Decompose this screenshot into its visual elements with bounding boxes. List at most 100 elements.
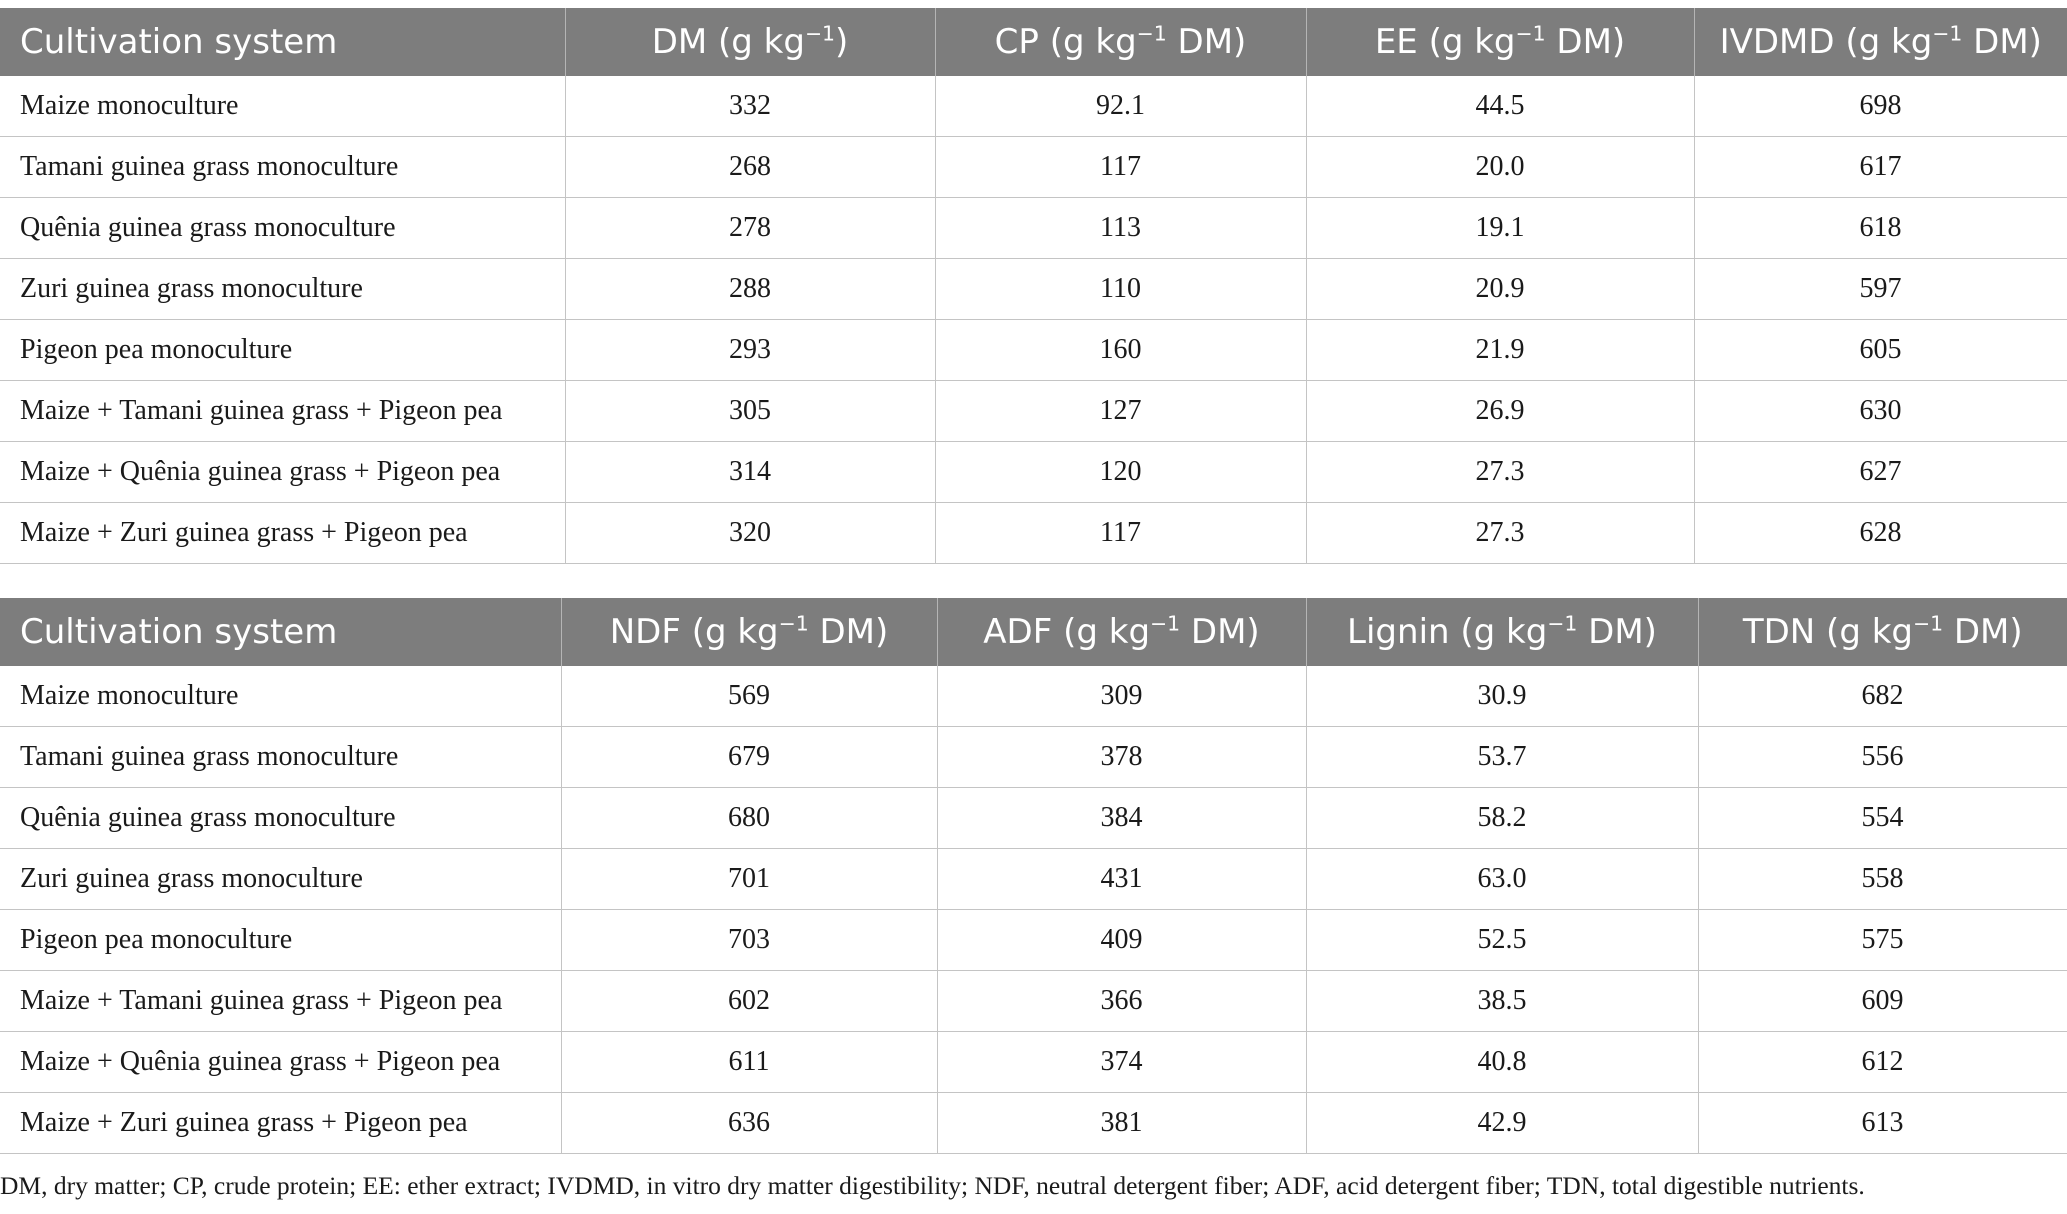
table-row: Quênia guinea grass monoculture 680 384 … [0, 787, 2067, 849]
table-cell: 63.0 [1305, 848, 1698, 910]
row-label: Tamani guinea grass monoculture [0, 136, 565, 198]
table-cell: 636 [560, 1092, 937, 1154]
table-row: Maize + Tamani guinea grass + Pigeon pea… [0, 970, 2067, 1032]
table-row: Maize + Tamani guinea grass + Pigeon pea… [0, 380, 2067, 442]
table-cell: 160 [934, 319, 1306, 381]
row-label: Maize + Tamani guinea grass + Pigeon pea [0, 970, 561, 1032]
unit-exponent: −1 [1547, 611, 1578, 636]
table-row: Maize + Quênia guinea grass + Pigeon pea… [0, 1031, 2067, 1093]
table-cell: 617 [1693, 136, 2067, 198]
table-cell: 554 [1697, 787, 2067, 849]
table-cell: 127 [934, 380, 1306, 442]
column-header: DM (g kg−1) [564, 8, 935, 76]
table-cell: 374 [936, 1031, 1306, 1093]
unit-exponent: −1 [778, 611, 809, 636]
table-cell: 38.5 [1305, 970, 1698, 1032]
table-cell: 21.9 [1305, 319, 1694, 381]
table-header-row: Cultivation system NDF (g kg−1 DM) ADF (… [0, 598, 2067, 666]
table-row: Pigeon pea monoculture 703 409 52.5 575 [0, 909, 2067, 971]
table-cell: 627 [1693, 441, 2067, 503]
table-cell: 27.3 [1305, 502, 1694, 564]
table-cell: 597 [1693, 258, 2067, 320]
table-cell: 612 [1697, 1031, 2067, 1093]
table-row: Tamani guinea grass monoculture 268 117 … [0, 136, 2067, 198]
table-cell: 27.3 [1305, 441, 1694, 503]
table-row: Maize + Zuri guinea grass + Pigeon pea 6… [0, 1092, 2067, 1154]
table-cell: 293 [564, 319, 935, 381]
table-cell: 366 [936, 970, 1306, 1032]
table-cell: 618 [1693, 197, 2067, 259]
row-label: Maize + Tamani guinea grass + Pigeon pea [0, 380, 565, 442]
table-row: Maize monoculture 569 309 30.9 682 [0, 666, 2067, 727]
table-cell: 384 [936, 787, 1306, 849]
table-cell: 53.7 [1305, 726, 1698, 788]
table-cell: 679 [560, 726, 937, 788]
table-cell: 320 [564, 502, 935, 564]
table-nutritive-composition: Cultivation system DM (g kg−1) CP (g kg−… [0, 8, 2067, 564]
row-label: Maize monoculture [0, 666, 561, 727]
table-cell: 409 [936, 909, 1306, 971]
unit-exponent: −1 [1515, 21, 1546, 46]
table-cell: 30.9 [1305, 666, 1698, 727]
table-cell: 332 [564, 76, 935, 137]
table-cell: 701 [560, 848, 937, 910]
column-header: Cultivation system [0, 598, 561, 666]
column-header: EE (g kg−1 DM) [1305, 8, 1694, 76]
table-row: Pigeon pea monoculture 293 160 21.9 605 [0, 319, 2067, 381]
table-cell: 309 [936, 666, 1306, 727]
row-label: Zuri guinea grass monoculture [0, 848, 561, 910]
column-header: IVDMD (g kg−1 DM) [1693, 8, 2067, 76]
row-label: Maize + Quênia guinea grass + Pigeon pea [0, 441, 565, 503]
table-cell: 44.5 [1305, 76, 1694, 137]
table-cell: 288 [564, 258, 935, 320]
column-header: Cultivation system [0, 8, 565, 76]
table-cell: 42.9 [1305, 1092, 1698, 1154]
table-cell: 381 [936, 1092, 1306, 1154]
table-cell: 278 [564, 197, 935, 259]
column-header: Lignin (g kg−1 DM) [1305, 598, 1698, 666]
table-cell: 378 [936, 726, 1306, 788]
table-cell: 117 [934, 502, 1306, 564]
table-cell: 613 [1697, 1092, 2067, 1154]
table-cell: 630 [1693, 380, 2067, 442]
unit-exponent: −1 [804, 21, 836, 46]
row-label: Pigeon pea monoculture [0, 909, 561, 971]
table-cell: 305 [564, 380, 935, 442]
table-row: Maize + Quênia guinea grass + Pigeon pea… [0, 441, 2067, 503]
table-cell: 680 [560, 787, 937, 849]
table-cell: 628 [1693, 502, 2067, 564]
unit-exponent: −1 [1932, 21, 1963, 46]
row-label: Maize + Zuri guinea grass + Pigeon pea [0, 1092, 561, 1154]
table-cell: 26.9 [1305, 380, 1694, 442]
table-cell: 92.1 [934, 76, 1306, 137]
row-label: Quênia guinea grass monoculture [0, 197, 565, 259]
table-row: Quênia guinea grass monoculture 278 113 … [0, 197, 2067, 259]
table-row: Maize + Zuri guinea grass + Pigeon pea 3… [0, 502, 2067, 564]
row-label: Maize + Zuri guinea grass + Pigeon pea [0, 502, 565, 564]
table-cell: 602 [560, 970, 937, 1032]
row-label: Maize monoculture [0, 76, 565, 137]
table-cell: 575 [1697, 909, 2067, 971]
table-cell: 569 [560, 666, 937, 727]
table-cell: 113 [934, 197, 1306, 259]
table-cell: 268 [564, 136, 935, 198]
table-cell: 556 [1697, 726, 2067, 788]
row-label: Quênia guinea grass monoculture [0, 787, 561, 849]
table-cell: 58.2 [1305, 787, 1698, 849]
table-row: Zuri guinea grass monoculture 701 431 63… [0, 848, 2067, 910]
column-header: NDF (g kg−1 DM) [560, 598, 937, 666]
unit-exponent: −1 [1136, 21, 1167, 46]
unit-exponent: −1 [1150, 611, 1181, 636]
table-cell: 611 [560, 1031, 937, 1093]
table-cell: 682 [1697, 666, 2067, 727]
table-fiber-composition: Cultivation system NDF (g kg−1 DM) ADF (… [0, 598, 2067, 1154]
table-cell: 558 [1697, 848, 2067, 910]
row-label: Pigeon pea monoculture [0, 319, 565, 381]
row-label: Tamani guinea grass monoculture [0, 726, 561, 788]
table-row: Maize monoculture 332 92.1 44.5 698 [0, 76, 2067, 137]
column-header: ADF (g kg−1 DM) [936, 598, 1306, 666]
table-cell: 120 [934, 441, 1306, 503]
row-label: Zuri guinea grass monoculture [0, 258, 565, 320]
column-header: CP (g kg−1 DM) [934, 8, 1306, 76]
table-cell: 609 [1697, 970, 2067, 1032]
